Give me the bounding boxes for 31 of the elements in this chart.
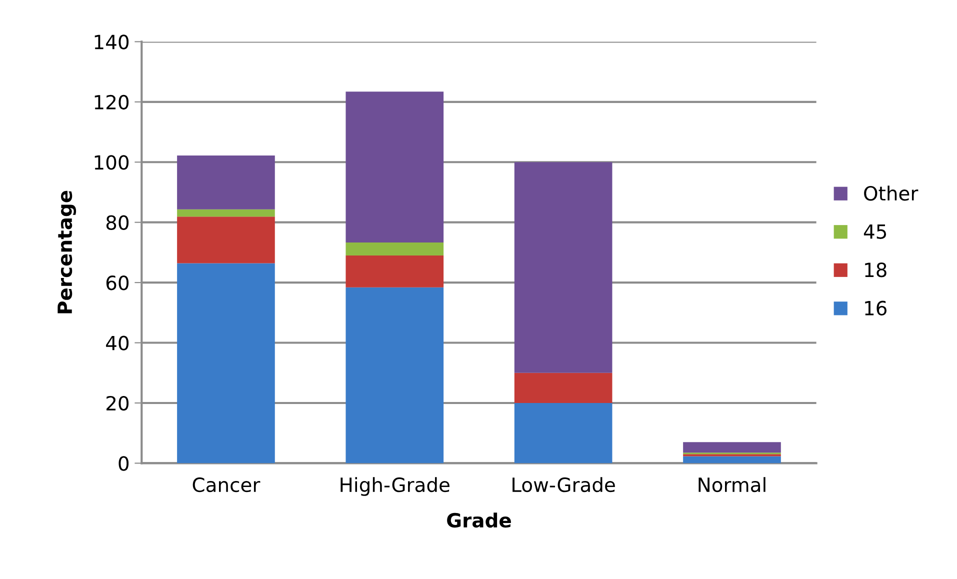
bar — [346, 92, 444, 243]
bar — [683, 456, 781, 464]
bar — [346, 287, 444, 464]
y-tick-label: 100 — [94, 155, 129, 170]
legend-label: 16 — [865, 300, 887, 316]
bar — [177, 263, 275, 464]
bar — [346, 255, 444, 288]
y-tick-label: 20 — [106, 396, 129, 411]
x-tick-label: High-Grade — [340, 477, 450, 496]
bar — [514, 162, 612, 373]
legend-label: Other — [864, 186, 918, 201]
bar — [683, 442, 781, 453]
x-axis-title: Grade — [447, 512, 511, 528]
bar — [514, 372, 612, 403]
bar — [514, 402, 612, 464]
x-tick-label: Low-Grade — [512, 477, 615, 492]
bar — [346, 242, 444, 256]
y-tick-label: 0 — [118, 456, 129, 471]
y-tick-label: 60 — [106, 276, 129, 290]
legend-label: 45 — [864, 224, 886, 239]
x-tick-label: Normal — [698, 477, 766, 492]
bar — [177, 209, 275, 217]
y-tick-label: 120 — [94, 94, 129, 110]
y-tick-label: 80 — [106, 215, 129, 230]
bar — [177, 216, 275, 264]
bar — [177, 155, 275, 210]
y-tick-label: 140 — [94, 34, 129, 50]
legend-label: 18 — [865, 262, 886, 278]
x-tick-label: Cancer — [192, 477, 260, 492]
y-axis-title: Percentage — [58, 190, 76, 314]
y-tick-label: 40 — [106, 336, 129, 350]
